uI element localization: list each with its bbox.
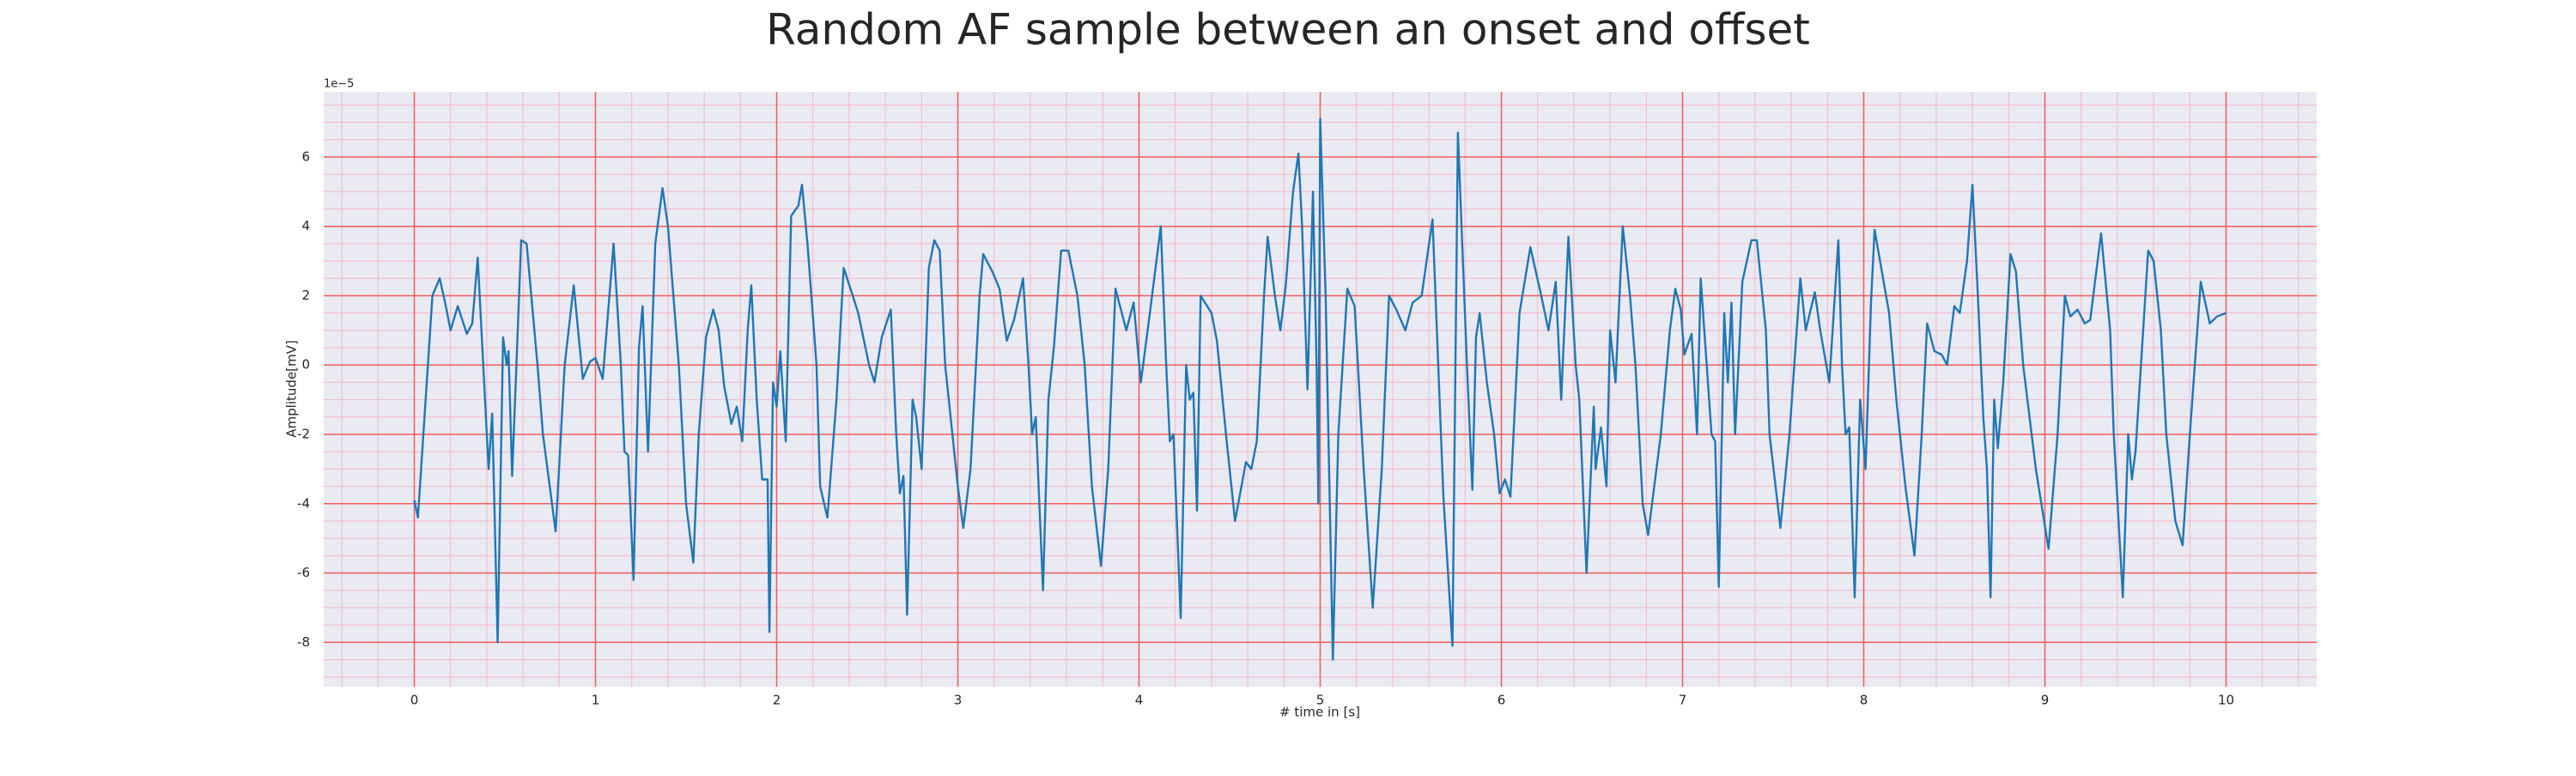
y-axis-label: Amplitude[mV] — [284, 340, 300, 437]
signal-line — [413, 118, 2227, 661]
x-tick-label: 5 — [1316, 693, 1325, 708]
x-tick-label: 9 — [2041, 693, 2050, 708]
x-tick-label: 7 — [1679, 693, 1687, 708]
x-tick-label: 0 — [410, 693, 419, 708]
y-tick-label: -8 — [297, 634, 310, 650]
y-tick-label: -4 — [297, 495, 310, 511]
x-tick-label: 3 — [954, 693, 963, 708]
y-tick-label: 2 — [301, 288, 310, 303]
y-offset-label: 1e−5 — [324, 78, 354, 91]
y-tick-label: -2 — [297, 427, 310, 442]
y-tick-label: -6 — [297, 565, 310, 580]
marks — [413, 118, 2227, 661]
chart-title: Random AF sample between an onset and of… — [766, 5, 1810, 55]
x-axis-label: # time in [s] — [1279, 705, 1360, 720]
x-tick-label: 10 — [2218, 693, 2234, 708]
x-tick-label: 2 — [773, 693, 781, 708]
x-tick-label: 6 — [1498, 693, 1506, 708]
y-tick-label: 6 — [301, 149, 310, 164]
y-tick-label: 4 — [301, 218, 310, 233]
x-tick-label: 8 — [1860, 693, 1868, 708]
x-tick-label: 4 — [1135, 693, 1144, 708]
x-tick-label: 1 — [592, 693, 600, 708]
y-tick-label: 0 — [301, 357, 310, 373]
